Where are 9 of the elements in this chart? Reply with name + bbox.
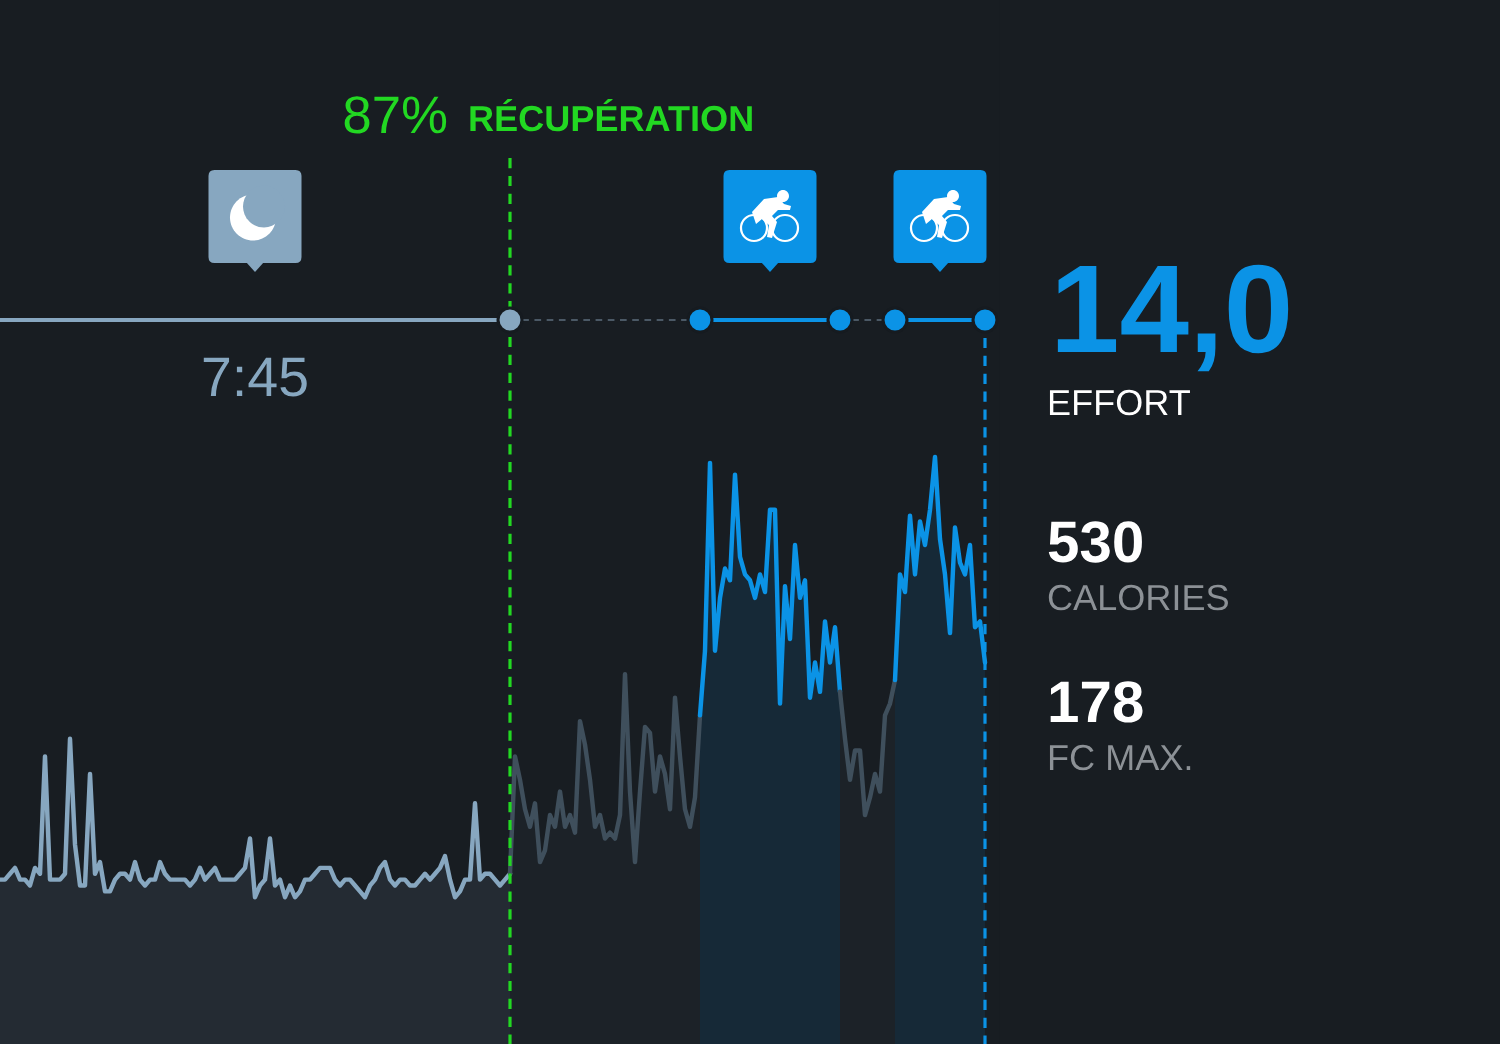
text: FC MAX. xyxy=(1049,744,1191,771)
text: EFFORT xyxy=(1049,389,1190,416)
text: RÉCUPÉRATION xyxy=(470,99,752,132)
text: 14,0 xyxy=(1057,264,1289,372)
text: 7:45 xyxy=(203,357,307,397)
text: 87% xyxy=(344,96,447,134)
text: 530 xyxy=(1048,521,1142,563)
text: CALORIES xyxy=(1048,584,1228,611)
text: 178 xyxy=(1050,681,1143,723)
